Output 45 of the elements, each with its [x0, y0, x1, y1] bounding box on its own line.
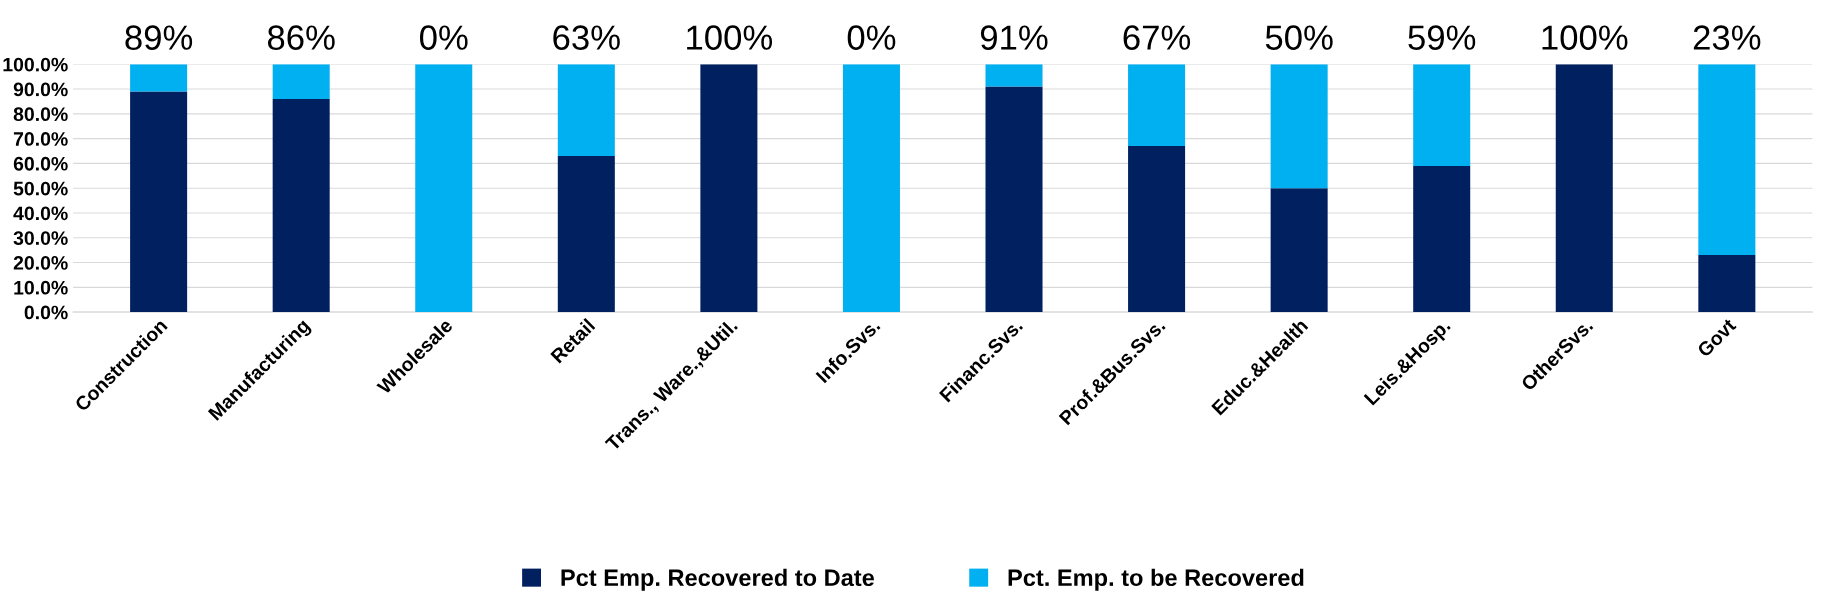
- bar: [842, 64, 900, 313]
- bar: [130, 64, 188, 92]
- bar: [557, 64, 615, 156]
- text: 0%: [420, 25, 468, 50]
- bar: [700, 64, 758, 313]
- text: 86%: [267, 25, 335, 50]
- bar: [1413, 64, 1471, 166]
- bar: [557, 155, 615, 313]
- bar: [415, 64, 473, 313]
- y-tick-label: 20.0%: [13, 256, 68, 270]
- legend-label: Pct Emp. Recovered to Date: [561, 568, 875, 591]
- bar: [1555, 64, 1613, 313]
- y-tick-label: 30.0%: [13, 231, 68, 246]
- bar: [1270, 64, 1328, 189]
- text: 91%: [980, 25, 1048, 50]
- y-tick-label: 100.0%: [3, 57, 68, 72]
- y-tick-label: 90.0%: [13, 82, 68, 97]
- bar: [1698, 255, 1756, 313]
- y-tick-label: 70.0%: [13, 132, 68, 146]
- bar: [1128, 146, 1186, 313]
- bar: [272, 98, 330, 313]
- y-tick-label: 0.0%: [24, 305, 68, 320]
- text: 63%: [553, 25, 620, 50]
- y-tick-label: 40.0%: [13, 206, 68, 221]
- bar: [1413, 165, 1471, 313]
- bar: [1270, 188, 1328, 313]
- bar: [1698, 64, 1756, 256]
- y-tick-label: 10.0%: [14, 280, 68, 295]
- y-tick-label: 80.0%: [13, 107, 68, 122]
- bar: [130, 91, 188, 313]
- legend-label: Pct. Emp. to be Recovered: [1008, 568, 1304, 591]
- text: 23%: [1693, 25, 1761, 50]
- bar: [1128, 64, 1186, 147]
- y-tick-label: 60.0%: [13, 156, 68, 171]
- text: 0%: [847, 25, 896, 50]
- text: 89%: [125, 25, 193, 50]
- bar: [985, 64, 1043, 87]
- text: 100%: [1542, 25, 1628, 50]
- text: 100%: [687, 25, 773, 50]
- y-tick-label: 50.0%: [13, 181, 68, 196]
- text: 50%: [1265, 25, 1333, 50]
- bar: [272, 64, 330, 99]
- bar: [985, 86, 1043, 313]
- text: 67%: [1123, 25, 1191, 50]
- text: 59%: [1408, 25, 1476, 50]
